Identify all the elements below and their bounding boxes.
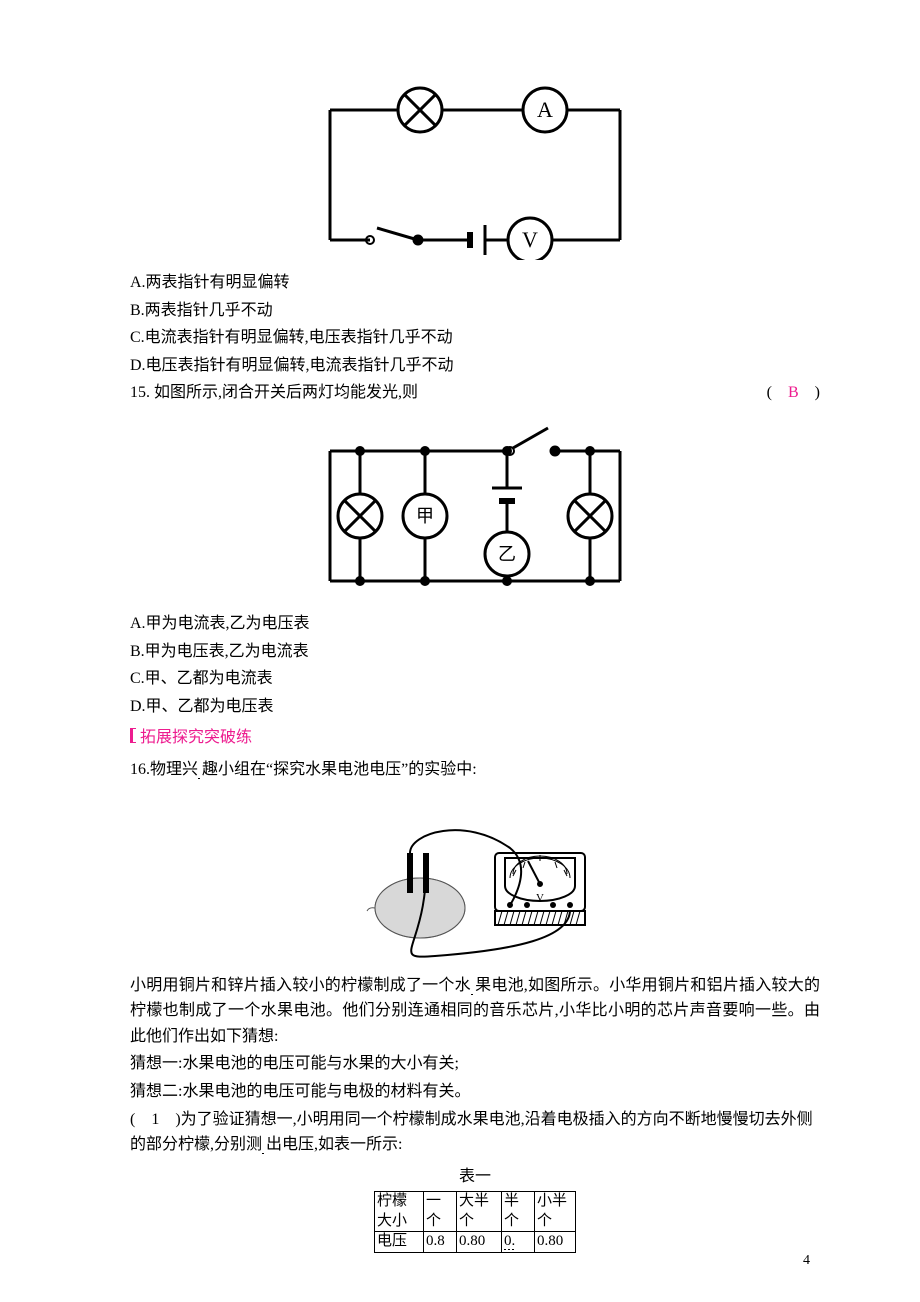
q14-option-a: A.两表指针有明显偏转 (130, 270, 820, 296)
table1: 柠檬大小 一个 大半个 半个 小半个 电压 0.8 0.80 0. 0.80 (374, 1191, 576, 1253)
section-header-icon (130, 728, 136, 743)
section-header: 拓展探究突破练 (130, 725, 820, 751)
table-cell: 电压 (375, 1232, 424, 1253)
q15-stem: 15. 如图所示,闭合开关后两灯均能发光,则 (130, 380, 418, 406)
table1-caption: 表一 (130, 1164, 820, 1190)
q16-body-2: 猜想二:水果电池的电压可能与电极的材料有关。 (130, 1079, 820, 1105)
q15-option-b: B.甲为电压表,乙为电流表 (130, 639, 820, 665)
table-cell: 小半个 (535, 1192, 576, 1232)
q15-option-c: C.甲、乙都为电流表 (130, 666, 820, 692)
q15-answer-paren: ( B ) (767, 380, 820, 406)
q14-option-c: C.电流表指针有明显偏转,电压表指针几乎不动 (130, 325, 820, 351)
q14-option-b: B.两表指针几乎不动 (130, 298, 820, 324)
lemon-battery-figure: V (345, 798, 605, 963)
table-cell: 柠檬大小 (375, 1192, 424, 1232)
q16-body-0: 小明用铜片和锌片插入较小的柠檬制成了一个水 果电池,如图所示。小华用铜片和铝片插… (130, 973, 820, 1050)
meter-jia-label: 甲 (416, 506, 434, 526)
q15-answer: B (788, 384, 799, 401)
table-cell: 0.80 (535, 1232, 576, 1253)
device-meter-label: V (536, 892, 544, 904)
q14-option-d: D.电压表指针有明显偏转,电流表指针几乎不动 (130, 353, 820, 379)
table-cell: 半个 (502, 1192, 535, 1232)
circuit-q14-figure: A V (310, 80, 640, 260)
meter-yi-label: 乙 (498, 544, 516, 564)
table-cell: 0.8 (424, 1232, 457, 1253)
q15-option-d: D.甲、乙都为电压表 (130, 694, 820, 720)
circuit-q15-figure: 甲 乙 (310, 426, 640, 601)
table-cell: 0. (502, 1232, 535, 1253)
table-row: 电压 0.8 0.80 0. 0.80 (375, 1232, 576, 1253)
table-row: 柠檬大小 一个 大半个 半个 小半个 (375, 1192, 576, 1232)
q16-body-3: ( 1 )为了验证猜想一,小明用同一个柠檬制成水果电池,沿着电极插入的方向不断地… (130, 1107, 820, 1158)
q16-body-1: 猜想一:水果电池的电压可能与水果的大小有关; (130, 1051, 820, 1077)
table-cell: 大半个 (457, 1192, 502, 1232)
q16-intro: 16.物理兴 趣小组在“探究水果电池电压”的实验中: (130, 757, 820, 783)
table-cell: 0.80 (457, 1232, 502, 1253)
q15-option-a: A.甲为电流表,乙为电压表 (130, 611, 820, 637)
section-header-text: 拓展探究突破练 (140, 729, 252, 746)
ammeter-label: A (537, 97, 553, 122)
voltmeter-label: V (522, 227, 538, 252)
page-number: 4 (803, 1250, 810, 1272)
table-cell: 一个 (424, 1192, 457, 1232)
